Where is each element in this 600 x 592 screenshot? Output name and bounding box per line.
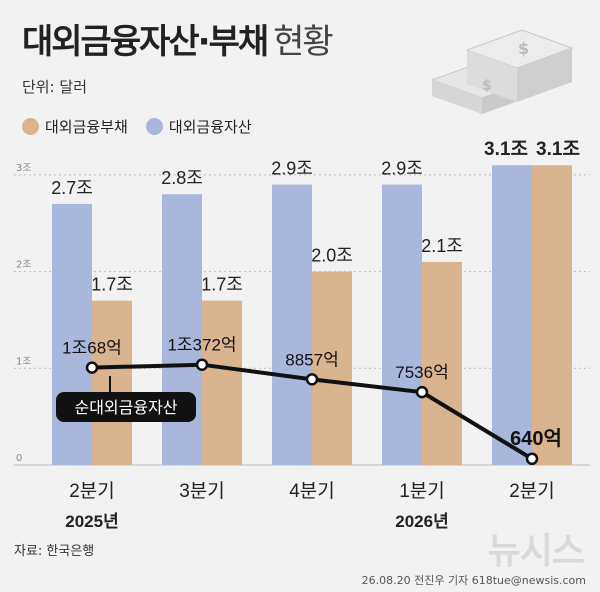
legend-label-liability: 대외금융부채: [45, 118, 128, 136]
bar-asset: [162, 194, 202, 466]
bar-asset: [52, 203, 92, 465]
bar-value-label: 2.9조: [381, 159, 423, 179]
x-tick-label: 2분기: [69, 480, 115, 502]
net-asset-label: 8857억: [285, 350, 338, 369]
title-main: 대외금융자산·부채: [22, 22, 269, 62]
net-asset-point: [85, 361, 99, 374]
money-stack-icon: $ $: [430, 29, 574, 114]
bar-liability: [202, 300, 242, 465]
chart-canvas: 0 1조 2조 3조 2.7조 1.7조 2분기 2025년 2.8조 1.7조 3분기 2.9조 2.…: [14, 139, 590, 531]
bar-asset: [492, 165, 532, 466]
bar-liability: [422, 261, 462, 465]
bar-value-label: 2.0조: [311, 246, 353, 266]
net-asset-label: 7536억: [395, 363, 448, 382]
net-asset-label: 640억: [510, 427, 562, 450]
net-asset-point: [525, 452, 539, 466]
bar-value-label: 1.7조: [201, 275, 243, 295]
source-label: 자료: 한국은행: [14, 544, 95, 559]
bar-asset: [272, 184, 312, 465]
net-asset-point: [195, 358, 209, 371]
net-asset-label: 1조372억: [167, 336, 236, 355]
net-asset-point: [305, 373, 319, 386]
y-tick-label: 2조: [16, 260, 32, 271]
title-sub: 현황: [273, 22, 334, 62]
svg-text:$: $: [518, 39, 529, 58]
x-tick-label: 4분기: [289, 480, 335, 502]
net-asset-label: 1조68억: [62, 339, 122, 358]
bar-liability: [92, 300, 132, 465]
bar-value-label: 2.8조: [161, 168, 203, 188]
x-tick-label: 1분기: [399, 480, 445, 502]
y-tick-label: 1조: [16, 356, 32, 367]
legend-item-asset: 대외금융자산: [145, 116, 252, 137]
bar-value-label: 3.1조: [536, 139, 580, 160]
bar-value-label: 3.1조: [484, 139, 528, 160]
x-year-label: 2025년: [65, 512, 118, 531]
svg-text:$: $: [482, 78, 492, 94]
x-tick-label: 2분기: [509, 480, 555, 502]
bar-liability: [312, 271, 352, 465]
bar-liability: [532, 165, 572, 466]
net-asset-callout: [56, 392, 196, 422]
bar-value-label: 2.7조: [51, 178, 93, 198]
chart-title: 대외금융자산·부채 현황: [22, 14, 334, 63]
legend-swatch-asset: [145, 118, 163, 135]
legend: 대외금융부채 대외금융자산: [22, 116, 270, 137]
watermark-logo: 뉴시스: [487, 531, 585, 572]
net-asset-callout-label: 순대외금융자산: [74, 398, 177, 417]
x-year-label: 2026년: [395, 512, 448, 531]
credit-label: 26.08.20 전진우 기자 618tue@newsis.com: [361, 574, 586, 587]
bar-value-label: 1.7조: [91, 275, 133, 295]
legend-item-liability: 대외금융부채: [22, 116, 128, 137]
bar-value-label: 2.1조: [421, 236, 463, 256]
net-asset-point: [415, 385, 429, 399]
bar-asset: [382, 184, 422, 465]
legend-label-asset: 대외금융자산: [168, 118, 252, 136]
x-tick-label: 3분기: [179, 480, 225, 502]
bar-value-label: 2.9조: [271, 159, 313, 179]
unit-label: 단위: 달러: [22, 78, 88, 96]
legend-swatch-liability: [22, 118, 39, 135]
y-tick-label: 3조: [16, 163, 32, 174]
y-tick-label: 0: [16, 453, 22, 464]
